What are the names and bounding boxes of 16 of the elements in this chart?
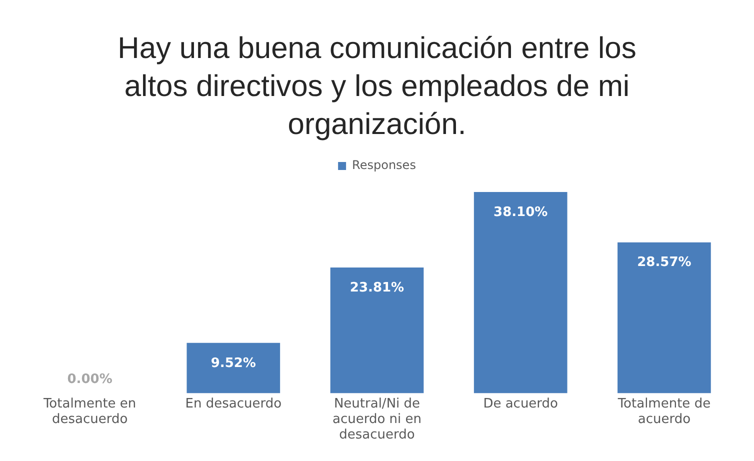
- chart-title: Hay una buena comunicación entre los altos directivos y los empleados de mi organización.: [116, 31, 638, 143]
- legend-label: Responses: [352, 158, 416, 172]
- x-tick-label: Totalmente de acuerdo: [616, 396, 711, 427]
- data-label: 28.57%: [637, 255, 692, 270]
- bar: [474, 192, 568, 394]
- x-tick-label: De acuerdo: [483, 396, 558, 412]
- data-label: 0.00%: [67, 372, 112, 388]
- bar: [618, 242, 711, 394]
- data-label: 9.52%: [210, 356, 256, 371]
- x-tick-label: Totalmente en desacuerdo: [42, 396, 136, 427]
- x-tick-label: En desacuerdo: [185, 396, 282, 412]
- x-tick-label: Neutral/Ni de acuerdo ni en desacuerdo: [332, 396, 422, 443]
- bar: [330, 267, 424, 394]
- data-label: 38.10%: [494, 204, 548, 220]
- data-label: 23.81%: [350, 280, 404, 296]
- bar: [186, 342, 280, 394]
